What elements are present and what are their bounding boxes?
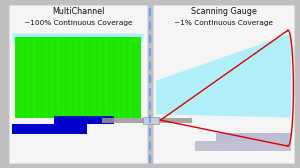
- Bar: [216, 133, 291, 141]
- Bar: [142, 117, 159, 124]
- Bar: [54, 116, 114, 124]
- Text: Scanning Gauge: Scanning Gauge: [190, 7, 256, 16]
- Text: MultiChannel: MultiChannel: [52, 7, 104, 16]
- Bar: [9, 5, 147, 163]
- Bar: [12, 124, 87, 134]
- Bar: [195, 141, 291, 151]
- Text: ~100% Continuous Coverage: ~100% Continuous Coverage: [24, 20, 132, 26]
- Polygon shape: [12, 34, 144, 118]
- Bar: [15, 37, 141, 118]
- Bar: [153, 5, 294, 163]
- Polygon shape: [156, 34, 291, 118]
- Bar: [102, 118, 192, 123]
- Text: ~1% Continuous Coverage: ~1% Continuous Coverage: [174, 20, 273, 26]
